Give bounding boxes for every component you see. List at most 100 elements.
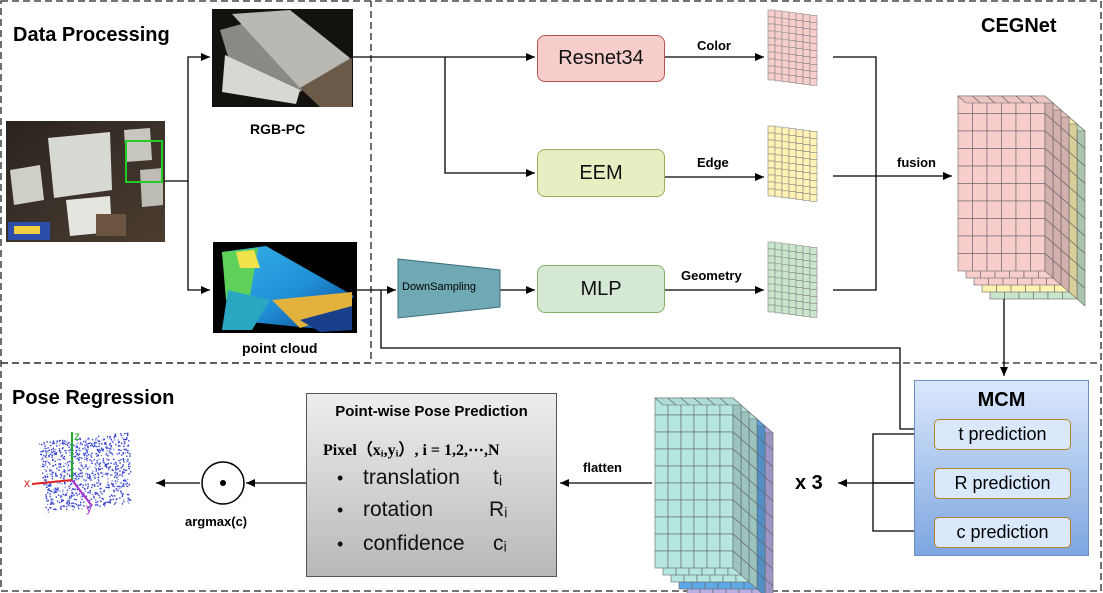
cube-cell — [1001, 113, 1017, 132]
cube-cell — [680, 465, 695, 484]
cloud-point — [75, 446, 78, 448]
grid-cell — [802, 302, 811, 310]
cloud-point — [91, 486, 93, 489]
cloud-point — [69, 469, 71, 471]
cube-cell — [986, 165, 1002, 184]
grid-cell — [774, 291, 783, 300]
cloud-point — [47, 488, 50, 490]
cloud-point — [72, 472, 75, 475]
cloud-point — [88, 499, 91, 502]
cloud-point — [83, 454, 85, 457]
cloud-point — [126, 436, 128, 439]
grid-cell — [767, 167, 776, 176]
cloud-point — [41, 459, 43, 461]
cloud-point — [58, 482, 61, 484]
cloud-point — [49, 483, 52, 485]
cloud-point — [110, 452, 112, 454]
cube-cell — [1015, 218, 1031, 237]
cloud-point — [52, 440, 55, 442]
cloud-point — [66, 469, 68, 471]
cloud-point — [80, 503, 82, 505]
cloud-point — [55, 453, 57, 455]
cloud-point — [60, 505, 62, 508]
grid-cell — [774, 270, 783, 279]
grid-cell — [795, 294, 804, 302]
cloud-point — [94, 463, 97, 465]
cloud-point — [68, 501, 70, 503]
cube-cell — [706, 533, 721, 552]
cloud-point — [97, 450, 100, 453]
grid-cell — [781, 39, 790, 48]
cloud-point — [124, 478, 126, 481]
cloud-point — [115, 463, 117, 465]
cloud-point — [81, 465, 83, 467]
cloud-point — [106, 458, 108, 460]
cube-cell — [667, 465, 682, 484]
cloud-point — [116, 468, 119, 471]
cloud-point — [51, 471, 54, 474]
cloud-point — [77, 504, 80, 506]
cube-cell — [972, 165, 988, 184]
grid-cell — [767, 297, 776, 306]
cloud-point — [109, 435, 111, 438]
cube-cell — [654, 550, 669, 569]
cloud-point — [122, 483, 125, 485]
cloud-point — [83, 505, 85, 507]
cloud-point — [47, 489, 49, 491]
cloud-point — [81, 472, 83, 474]
edge-feature-label: Edge — [697, 155, 729, 170]
cloud-point — [47, 447, 49, 449]
cloud-point — [69, 448, 72, 451]
grid-cell — [781, 148, 790, 157]
cloud-point — [86, 455, 88, 457]
point-cloud-image — [213, 242, 357, 333]
cloud-point — [63, 469, 65, 471]
grid-cell — [795, 185, 804, 193]
cloud-point — [79, 443, 81, 446]
cloud-point — [51, 452, 54, 454]
grid-cell — [809, 303, 818, 311]
mcm-output-cube — [654, 397, 774, 593]
cloud-point — [92, 470, 94, 472]
cloud-point — [95, 501, 97, 504]
cloud-point — [105, 472, 108, 474]
cloud-point — [127, 444, 129, 446]
cloud-point — [97, 454, 99, 457]
cube-cell — [706, 499, 721, 518]
cloud-point — [74, 455, 77, 457]
cloud-point — [44, 475, 46, 477]
cloud-point — [58, 448, 61, 450]
cloud-point — [113, 458, 115, 461]
cloud-point — [74, 473, 76, 475]
cloud-point — [94, 473, 96, 476]
cube-cell — [654, 533, 669, 552]
cloud-point — [127, 452, 130, 454]
grid-cell — [809, 247, 818, 255]
cloud-point — [49, 506, 51, 509]
cloud-point — [98, 469, 100, 471]
cloud-point — [51, 473, 53, 476]
cloud-point — [111, 440, 113, 442]
cube-cell — [693, 482, 708, 501]
grid-cell — [767, 181, 776, 190]
cloud-point — [98, 473, 100, 476]
cloud-point — [76, 484, 79, 487]
cloud-point — [84, 473, 87, 475]
cloud-point — [90, 478, 92, 480]
cloud-point — [126, 493, 129, 496]
cloud-point — [107, 459, 109, 461]
cloud-point — [94, 445, 97, 448]
cloud-point — [45, 456, 47, 458]
cloud-point — [67, 441, 70, 444]
cloud-point — [81, 507, 83, 510]
cloud-point — [97, 476, 100, 478]
cloud-point — [115, 467, 117, 470]
grid-cell — [781, 183, 790, 192]
cloud-point — [80, 462, 82, 464]
cloud-point — [59, 507, 62, 509]
grid-cell — [788, 61, 797, 70]
cloud-point — [123, 471, 125, 474]
cloud-point — [113, 485, 115, 488]
cube-cell — [680, 499, 695, 518]
cloud-point — [75, 472, 77, 474]
